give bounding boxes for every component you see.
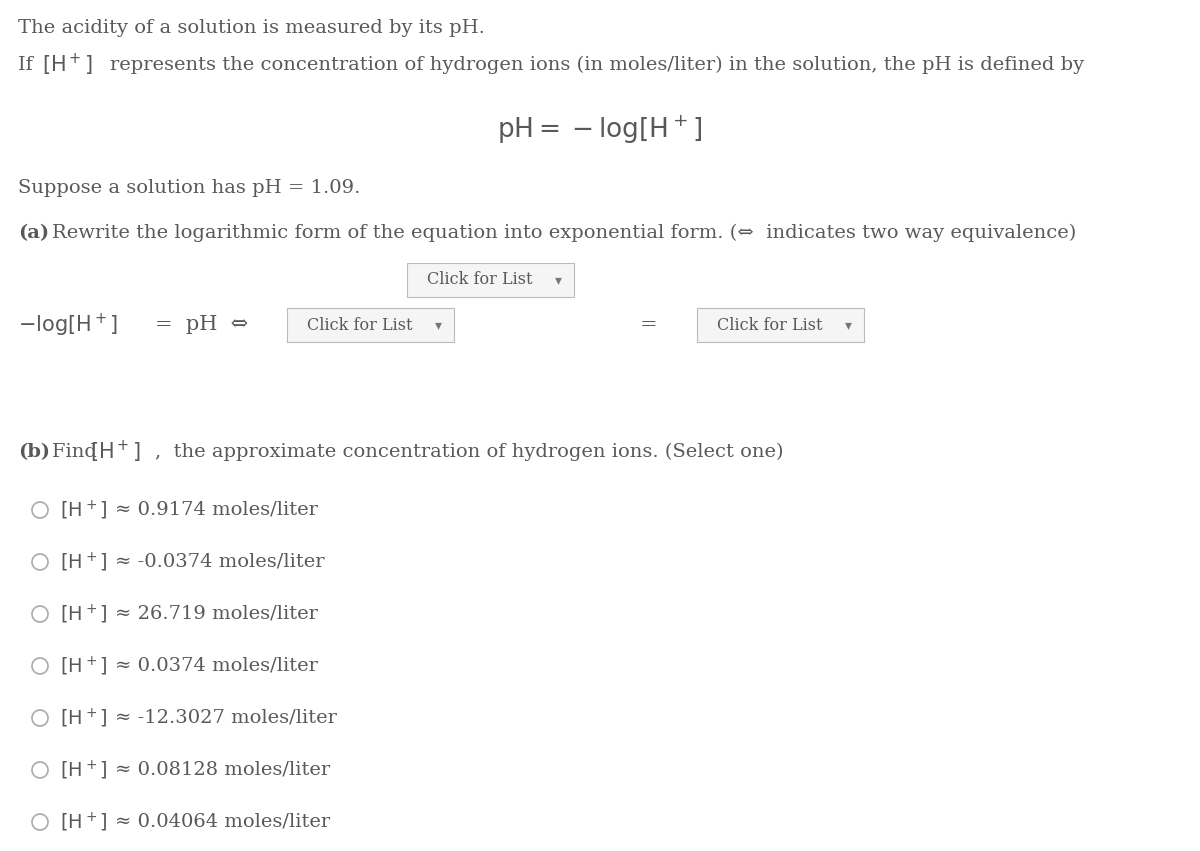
Text: ≈ 0.0374 moles/liter: ≈ 0.0374 moles/liter [115, 657, 318, 675]
Text: ≈ 0.9174 moles/liter: ≈ 0.9174 moles/liter [115, 501, 318, 519]
Text: $\left[\mathrm{H^+}\right]$: $\left[\mathrm{H^+}\right]$ [42, 52, 92, 78]
Text: $[\mathrm{H^+}]$: $[\mathrm{H^+}]$ [60, 810, 108, 834]
Text: If: If [18, 56, 40, 74]
Text: Suppose a solution has pH = 1.09.: Suppose a solution has pH = 1.09. [18, 179, 360, 197]
Text: =: = [640, 316, 658, 334]
Text: The acidity of a solution is measured by its pH.: The acidity of a solution is measured by… [18, 19, 485, 37]
Text: $-\log\!\left[\mathrm{H^+}\right]$: $-\log\!\left[\mathrm{H^+}\right]$ [18, 311, 119, 339]
Text: $[\mathrm{H^+}]$: $[\mathrm{H^+}]$ [60, 603, 108, 625]
Text: =  pH  ⇔: = pH ⇔ [155, 316, 248, 334]
Text: (a): (a) [18, 224, 49, 242]
Text: $[\mathrm{H^+}]$: $[\mathrm{H^+}]$ [60, 654, 108, 677]
Text: Click for List: Click for List [307, 317, 413, 334]
Text: ▾: ▾ [554, 273, 562, 287]
Text: Find: Find [52, 443, 103, 461]
Text: Click for List: Click for List [718, 317, 823, 334]
Text: $\left[\mathrm{H^+}\right]$: $\left[\mathrm{H^+}\right]$ [90, 439, 140, 465]
Text: ,  the approximate concentration of hydrogen ions. (Select one): , the approximate concentration of hydro… [155, 443, 784, 461]
Text: $\mathrm{pH} = -\log\!\left[\mathrm{H^+}\right]$: $\mathrm{pH} = -\log\!\left[\mathrm{H^+}… [497, 114, 703, 146]
Text: represents the concentration of hydrogen ions (in moles/liter) in the solution, : represents the concentration of hydrogen… [110, 56, 1084, 74]
Text: (b): (b) [18, 443, 50, 461]
Text: Rewrite the logarithmic form of the equation into exponential form. (⇔  indicate: Rewrite the logarithmic form of the equa… [52, 224, 1076, 243]
FancyBboxPatch shape [696, 308, 864, 342]
FancyBboxPatch shape [407, 263, 574, 297]
Text: $[\mathrm{H^+}]$: $[\mathrm{H^+}]$ [60, 758, 108, 782]
Text: $[\mathrm{H^+}]$: $[\mathrm{H^+}]$ [60, 706, 108, 729]
Text: $[\mathrm{H^+}]$: $[\mathrm{H^+}]$ [60, 551, 108, 574]
Text: ▾: ▾ [845, 318, 852, 332]
Text: ≈ 0.04064 moles/liter: ≈ 0.04064 moles/liter [115, 813, 330, 831]
Text: ▾: ▾ [436, 318, 442, 332]
Text: ≈ -0.0374 moles/liter: ≈ -0.0374 moles/liter [115, 553, 324, 571]
Text: $[\mathrm{H^+}]$: $[\mathrm{H^+}]$ [60, 499, 108, 522]
Text: ≈ -12.3027 moles/liter: ≈ -12.3027 moles/liter [115, 709, 337, 727]
Text: ≈ 0.08128 moles/liter: ≈ 0.08128 moles/liter [115, 761, 330, 779]
Text: ≈ 26.719 moles/liter: ≈ 26.719 moles/liter [115, 605, 318, 623]
Text: Click for List: Click for List [427, 271, 533, 288]
FancyBboxPatch shape [287, 308, 454, 342]
